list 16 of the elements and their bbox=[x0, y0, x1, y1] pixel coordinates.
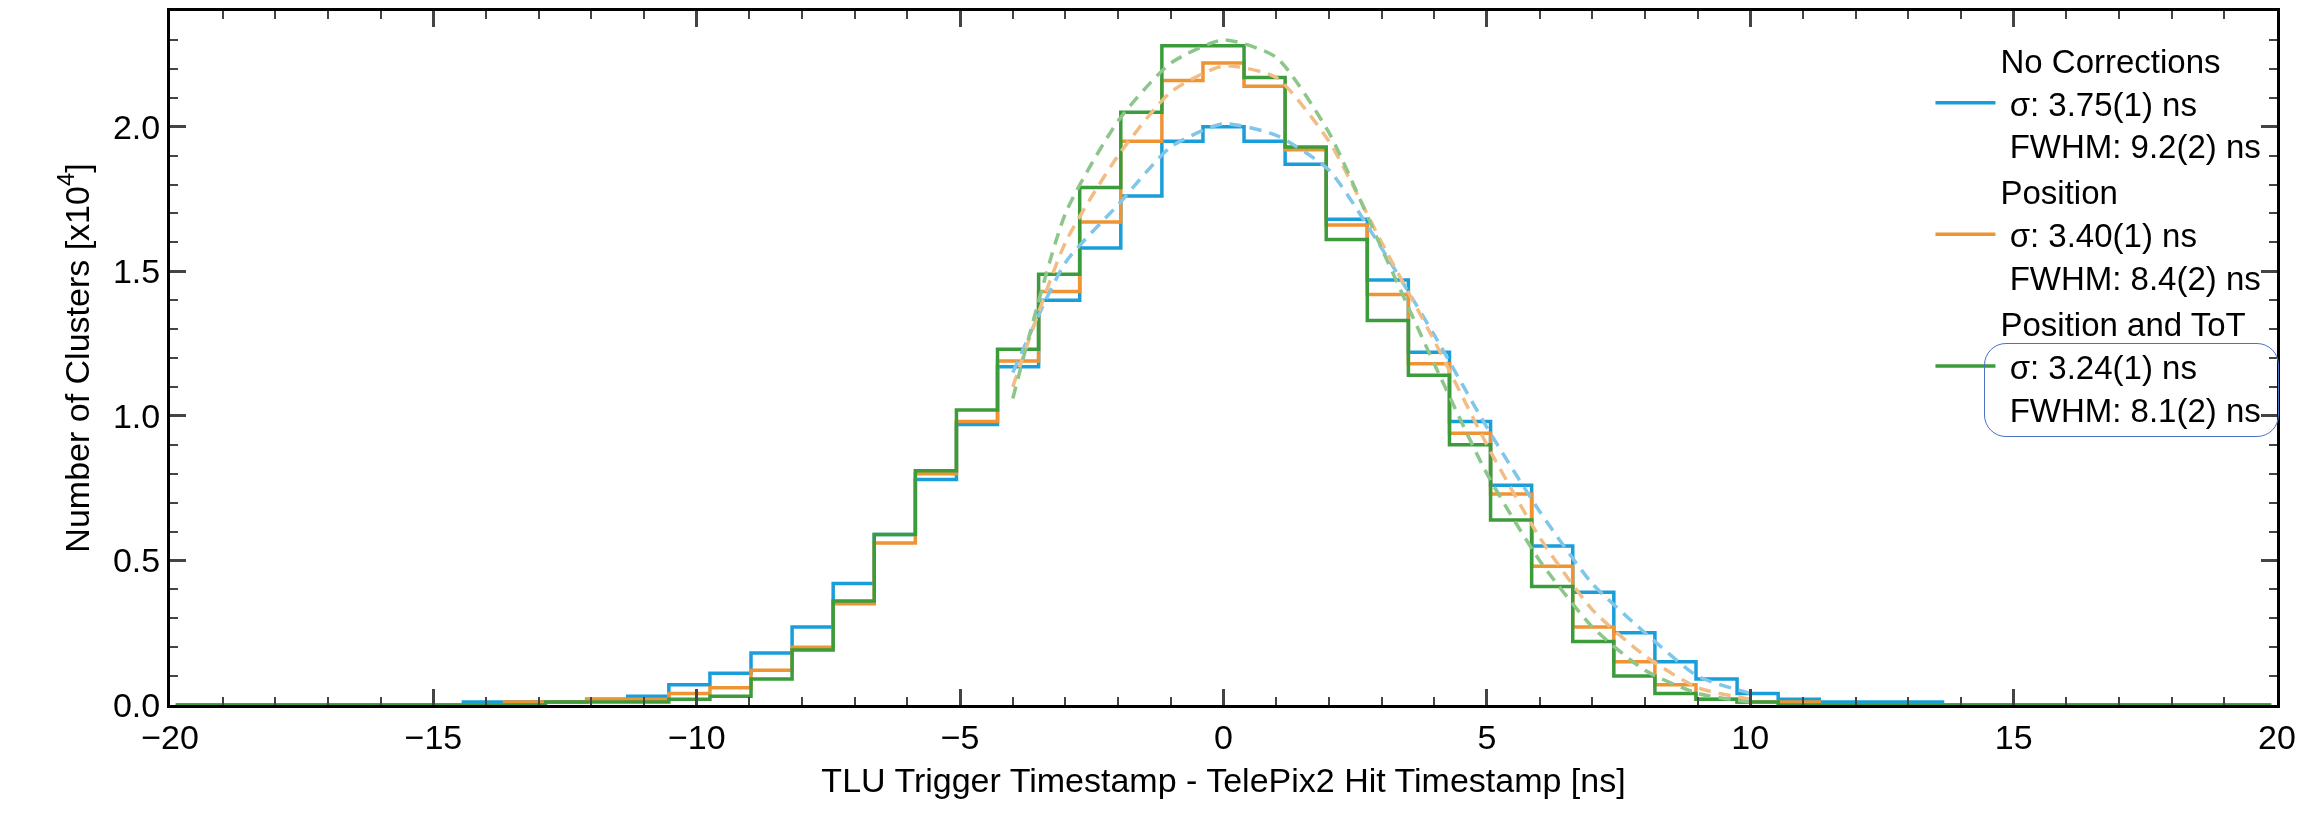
y-tick-label: 1.5 bbox=[112, 252, 161, 291]
x-axis-title: TLU Trigger Timestamp - TelePix2 Hit Timestamp [ns] bbox=[821, 761, 1626, 800]
legend-label: Position σ: 3.40(1) ns FWHM: 8.4(2) ns bbox=[2000, 174, 2261, 298]
x-tick-label: 10 bbox=[1731, 717, 1770, 756]
legend-label: Position and ToT σ: 3.24(1) ns FWHM: 8.1(2) ns bbox=[2000, 306, 2261, 429]
x-tick-label: 5 bbox=[1477, 717, 1497, 756]
x-tick-label: 20 bbox=[2258, 717, 2296, 756]
x-tick-label: −5 bbox=[940, 717, 980, 756]
x-tick-label: −10 bbox=[667, 717, 726, 756]
y-tick-label: 2.0 bbox=[112, 107, 161, 146]
legend-label: No Corrections σ: 3.75(1) ns FWHM: 9.2(2) ns bbox=[2000, 42, 2261, 166]
x-tick-label: 0 bbox=[1214, 717, 1233, 756]
y-tick-label: 0.5 bbox=[112, 541, 161, 580]
y-tick-label: 1.0 bbox=[112, 396, 161, 435]
x-tick-label: −15 bbox=[404, 717, 463, 756]
x-tick-label: 15 bbox=[1994, 717, 2033, 756]
